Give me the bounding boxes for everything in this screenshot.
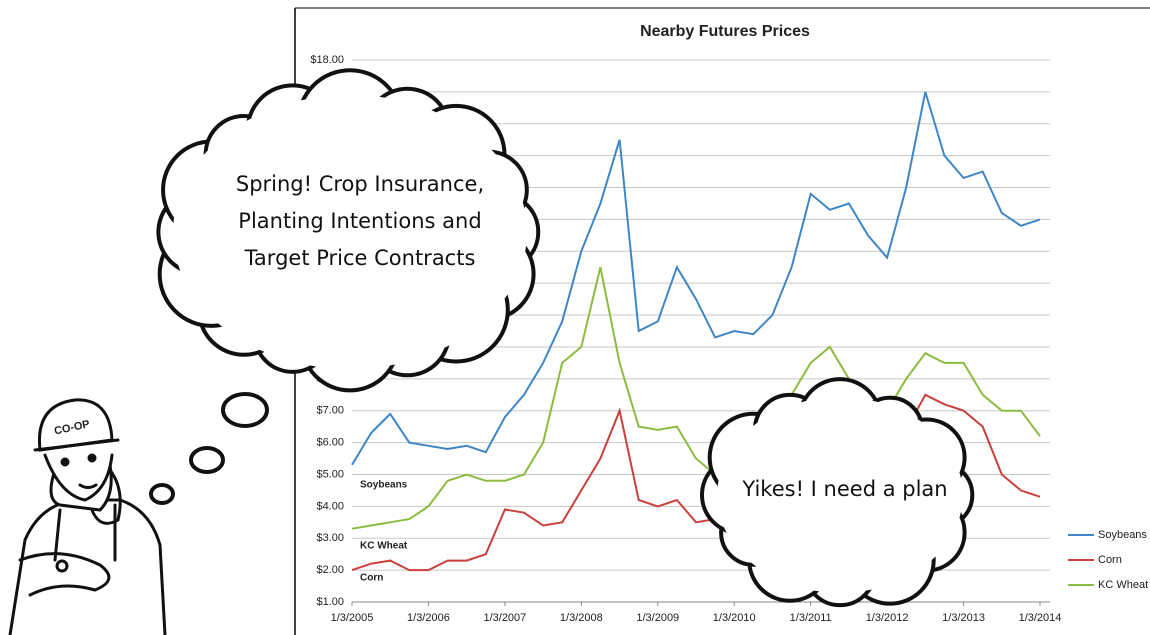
thought-bubble: Spring! Crop Insurance, Planting Intentio…	[156, 68, 541, 393]
x-tick-label: 1/3/2013	[942, 612, 985, 624]
bubble-text: Planting Intentions and	[238, 209, 481, 233]
y-tick-label: $1.00	[316, 596, 344, 608]
thought-bubble: Yikes! I need a plan	[700, 377, 975, 608]
x-tick-label: 1/3/2014	[1019, 612, 1062, 624]
series-line	[351, 266, 1041, 530]
bubble-text: Spring! Crop Insurance,	[236, 172, 484, 196]
x-tick-label: 1/3/2011	[790, 612, 832, 624]
bubble-text: Yikes! I need a plan	[741, 477, 947, 501]
chart-title: Nearby Futures Prices	[640, 23, 810, 40]
y-tick-label: $6.00	[316, 436, 344, 448]
x-tick-label: 1/3/2009	[636, 612, 679, 624]
x-tick-label: 1/3/2005	[331, 612, 374, 624]
x-tick-label: 1/3/2012	[866, 612, 909, 624]
legend-label: Corn	[1098, 554, 1122, 566]
series-annotation: KC Wheat	[360, 541, 408, 552]
x-tick-label: 1/3/2008	[560, 612, 603, 624]
plot: $1.00$2.00$3.00$4.00$5.00$6.00$7.00$8.00…	[310, 54, 1148, 624]
y-tick-label: $3.00	[316, 532, 344, 544]
overlay: Spring! Crop Insurance, Planting Intentio…	[149, 68, 975, 608]
x-tick-label: 1/3/2007	[483, 612, 526, 624]
thought-dot	[221, 392, 269, 428]
x-tick-label: 1/3/2010	[713, 612, 756, 624]
farmer: CO-OP	[8, 398, 167, 635]
y-tick-label: $2.00	[316, 564, 344, 576]
series-annotation: Corn	[360, 573, 383, 584]
series-line	[351, 393, 1041, 572]
y-tick-label: $4.00	[316, 500, 344, 512]
y-tick-label: $5.00	[316, 468, 344, 480]
bubble-body	[717, 397, 963, 593]
x-tick-label: 1/3/2006	[407, 612, 450, 624]
bubble-body	[173, 95, 527, 369]
thought-dot	[149, 483, 175, 505]
series-annotation: Soybeans	[360, 480, 408, 491]
legend-label: Soybeans	[1098, 529, 1147, 541]
series-line	[351, 91, 1041, 466]
bubble-text: Target Price Contracts	[244, 246, 476, 270]
y-tick-label: $7.00	[316, 405, 344, 417]
y-tick-label: $18.00	[310, 54, 344, 66]
legend-label: KC Wheat	[1098, 579, 1148, 591]
thought-dot	[189, 446, 225, 474]
